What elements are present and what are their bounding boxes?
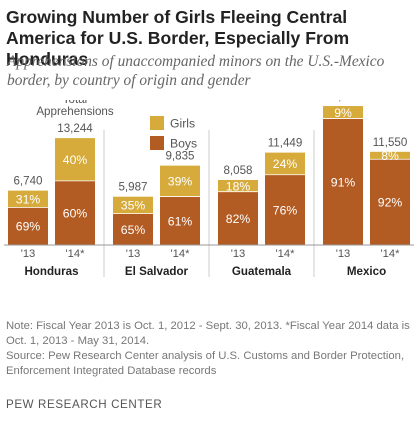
- girls-segment: [160, 165, 200, 197]
- country-label: Honduras: [24, 265, 78, 278]
- boys-share-label: 76%: [273, 203, 298, 217]
- source-line: Enforcement Integrated Database records: [6, 365, 217, 377]
- year-tick-label: '13: [336, 248, 351, 260]
- year-tick-label: '13: [21, 248, 36, 260]
- note-line: Note: Fiscal Year 2013 is Oct. 1, 2012 -…: [6, 320, 410, 332]
- boys-segment: [113, 213, 153, 245]
- total-annotation-line: Total: [63, 100, 88, 106]
- chart-notes: Note: Fiscal Year 2013 is Oct. 1, 2012 -…: [6, 319, 416, 379]
- boys-share-label: 61%: [168, 214, 193, 228]
- girls-segment: [55, 138, 95, 181]
- year-tick-label: '14*: [171, 248, 191, 260]
- legend-label: Girls: [170, 117, 195, 131]
- legend-label: Boys: [170, 137, 197, 151]
- boys-segment: [8, 207, 48, 245]
- girls-share-label: 31%: [16, 193, 41, 207]
- note-line: Oct. 1, 2013 - May 31, 2014.: [6, 335, 150, 347]
- year-tick-label: '13: [126, 248, 141, 260]
- stacked-bar-chart: 31% 69% 6,740 '13 40% 60% 13,244 '14* 35% 65% 5,98…: [4, 100, 414, 278]
- year-tick-label: '14*: [381, 248, 401, 260]
- total-label: 5,987: [118, 181, 147, 194]
- boys-share-label: 69%: [16, 220, 41, 234]
- boys-share-label: 91%: [331, 175, 356, 189]
- country-label: Mexico: [347, 265, 386, 278]
- chart-title: Growing Number of Girls Fleeing Central …: [6, 7, 350, 69]
- boys-segment: [218, 191, 258, 245]
- girls-share-label: 9%: [334, 106, 352, 120]
- girls-share-label: 18%: [226, 179, 251, 193]
- publisher-name: PEW RESEARCH CENTER: [6, 398, 163, 411]
- boys-segment: [160, 196, 200, 245]
- girls-share-label: 35%: [121, 199, 146, 213]
- boys-segment: [370, 159, 410, 245]
- boys-share-label: 60%: [63, 206, 88, 220]
- year-tick-label: '14*: [276, 248, 296, 260]
- boys-segment: [265, 174, 305, 245]
- legend-swatch: [150, 116, 164, 130]
- source-line: Source: Pew Research Center analysis of …: [6, 350, 405, 362]
- total-label: 9,835: [165, 150, 194, 163]
- girls-segment: [323, 106, 363, 119]
- girls-share-label: 24%: [273, 157, 298, 171]
- girls-share-label: 39%: [168, 175, 193, 189]
- boys-share-label: 65%: [121, 223, 146, 237]
- girls-segment: [113, 196, 153, 214]
- total-label: 11,449: [268, 137, 303, 150]
- country-label: El Salvador: [125, 265, 189, 278]
- total-label: 11,550: [373, 136, 408, 149]
- total-label: 17,219: [325, 100, 360, 103]
- boys-share-label: 82%: [226, 212, 251, 226]
- boys-share-label: 92%: [378, 196, 403, 210]
- girls-segment: [218, 179, 258, 192]
- legend-swatch: [150, 136, 164, 150]
- total-label: 13,244: [57, 122, 93, 135]
- boys-segment: [323, 118, 363, 245]
- girls-segment: [8, 190, 48, 208]
- year-tick-label: '13: [231, 248, 246, 260]
- girls-share-label: 40%: [63, 153, 88, 167]
- total-label: 8,058: [223, 164, 252, 177]
- girls-segment: [265, 152, 305, 175]
- country-label: Guatemala: [232, 265, 292, 278]
- chart-subtitle: Apprehensions of unaccompanied minors on…: [7, 53, 385, 89]
- girls-share-label: 8%: [381, 149, 399, 163]
- girls-segment: [370, 151, 410, 160]
- total-annotation-line: Apprehensions: [36, 105, 114, 118]
- total-label: 6,740: [13, 175, 42, 188]
- boys-segment: [55, 180, 95, 245]
- year-tick-label: '14*: [66, 248, 86, 260]
